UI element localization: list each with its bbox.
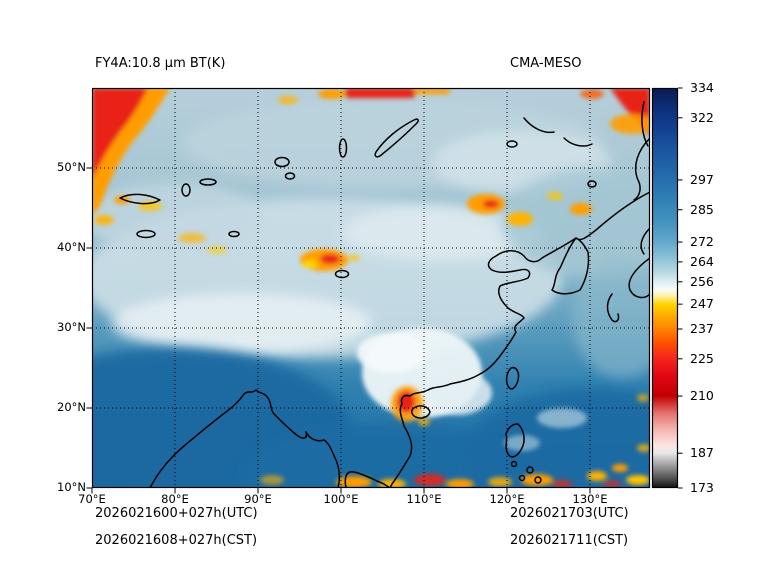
obs-time-utc: 2026021703(UTC) (510, 506, 629, 521)
y-tick-label: 10°N (57, 480, 86, 494)
colorbar-tick-label: 210 (690, 388, 714, 404)
x-tick-label: 90°E (244, 492, 272, 506)
cloud-field (92, 98, 650, 488)
colorbar-tick-marks (678, 87, 683, 489)
obs-time-cst: 2026021711(CST) (510, 533, 629, 548)
colorbar-tick-label: 297 (690, 171, 714, 187)
model-name-title: CMA-MESO (510, 56, 582, 71)
plot-title: FY4A:10.8 μm BT(K) (95, 56, 226, 71)
bt-imagery (92, 88, 650, 488)
x-tick-label: 70°E (78, 492, 106, 506)
colorbar-tick-label: 173 (690, 480, 714, 495)
colorbar-tick-label: 334 (690, 80, 714, 95)
map-frame (91, 87, 651, 489)
x-tick-label: 120°E (489, 492, 525, 506)
colorbar-tick-label: 187 (690, 445, 714, 461)
map-plot (86, 87, 651, 494)
x-tick-label: 100°E (323, 492, 359, 506)
valid-time-cst: 2026021608+027h(CST) (95, 533, 258, 548)
colorbar-tick-label: 264 (690, 253, 714, 269)
x-tick-label: 110°E (406, 492, 442, 506)
y-tick-label: 40°N (57, 240, 86, 254)
colorbar-tick-label: 285 (690, 201, 714, 217)
colorbar-tick-label: 247 (690, 296, 714, 312)
colorbar-tick-label: 272 (690, 234, 714, 250)
colorbar-tick-label: 225 (690, 350, 714, 366)
colorbar-tick-label: 256 (690, 273, 714, 289)
y-tick-label: 50°N (57, 160, 86, 174)
colorbar (651, 87, 683, 489)
y-tick-label: 20°N (57, 400, 86, 414)
colorbar-tick-label: 322 (690, 109, 714, 125)
valid-time-utc: 2026021600+027h(UTC) (95, 506, 258, 521)
coastlines (119, 101, 650, 488)
x-tick-label: 130°E (572, 492, 608, 506)
axis-tick-marks (86, 167, 591, 494)
colorbar-tick-label: 237 (690, 320, 714, 336)
graticule-gridlines (92, 88, 650, 488)
x-tick-label: 80°E (161, 492, 189, 506)
y-tick-label: 30°N (57, 320, 86, 334)
colorbar-gradient (651, 87, 679, 489)
